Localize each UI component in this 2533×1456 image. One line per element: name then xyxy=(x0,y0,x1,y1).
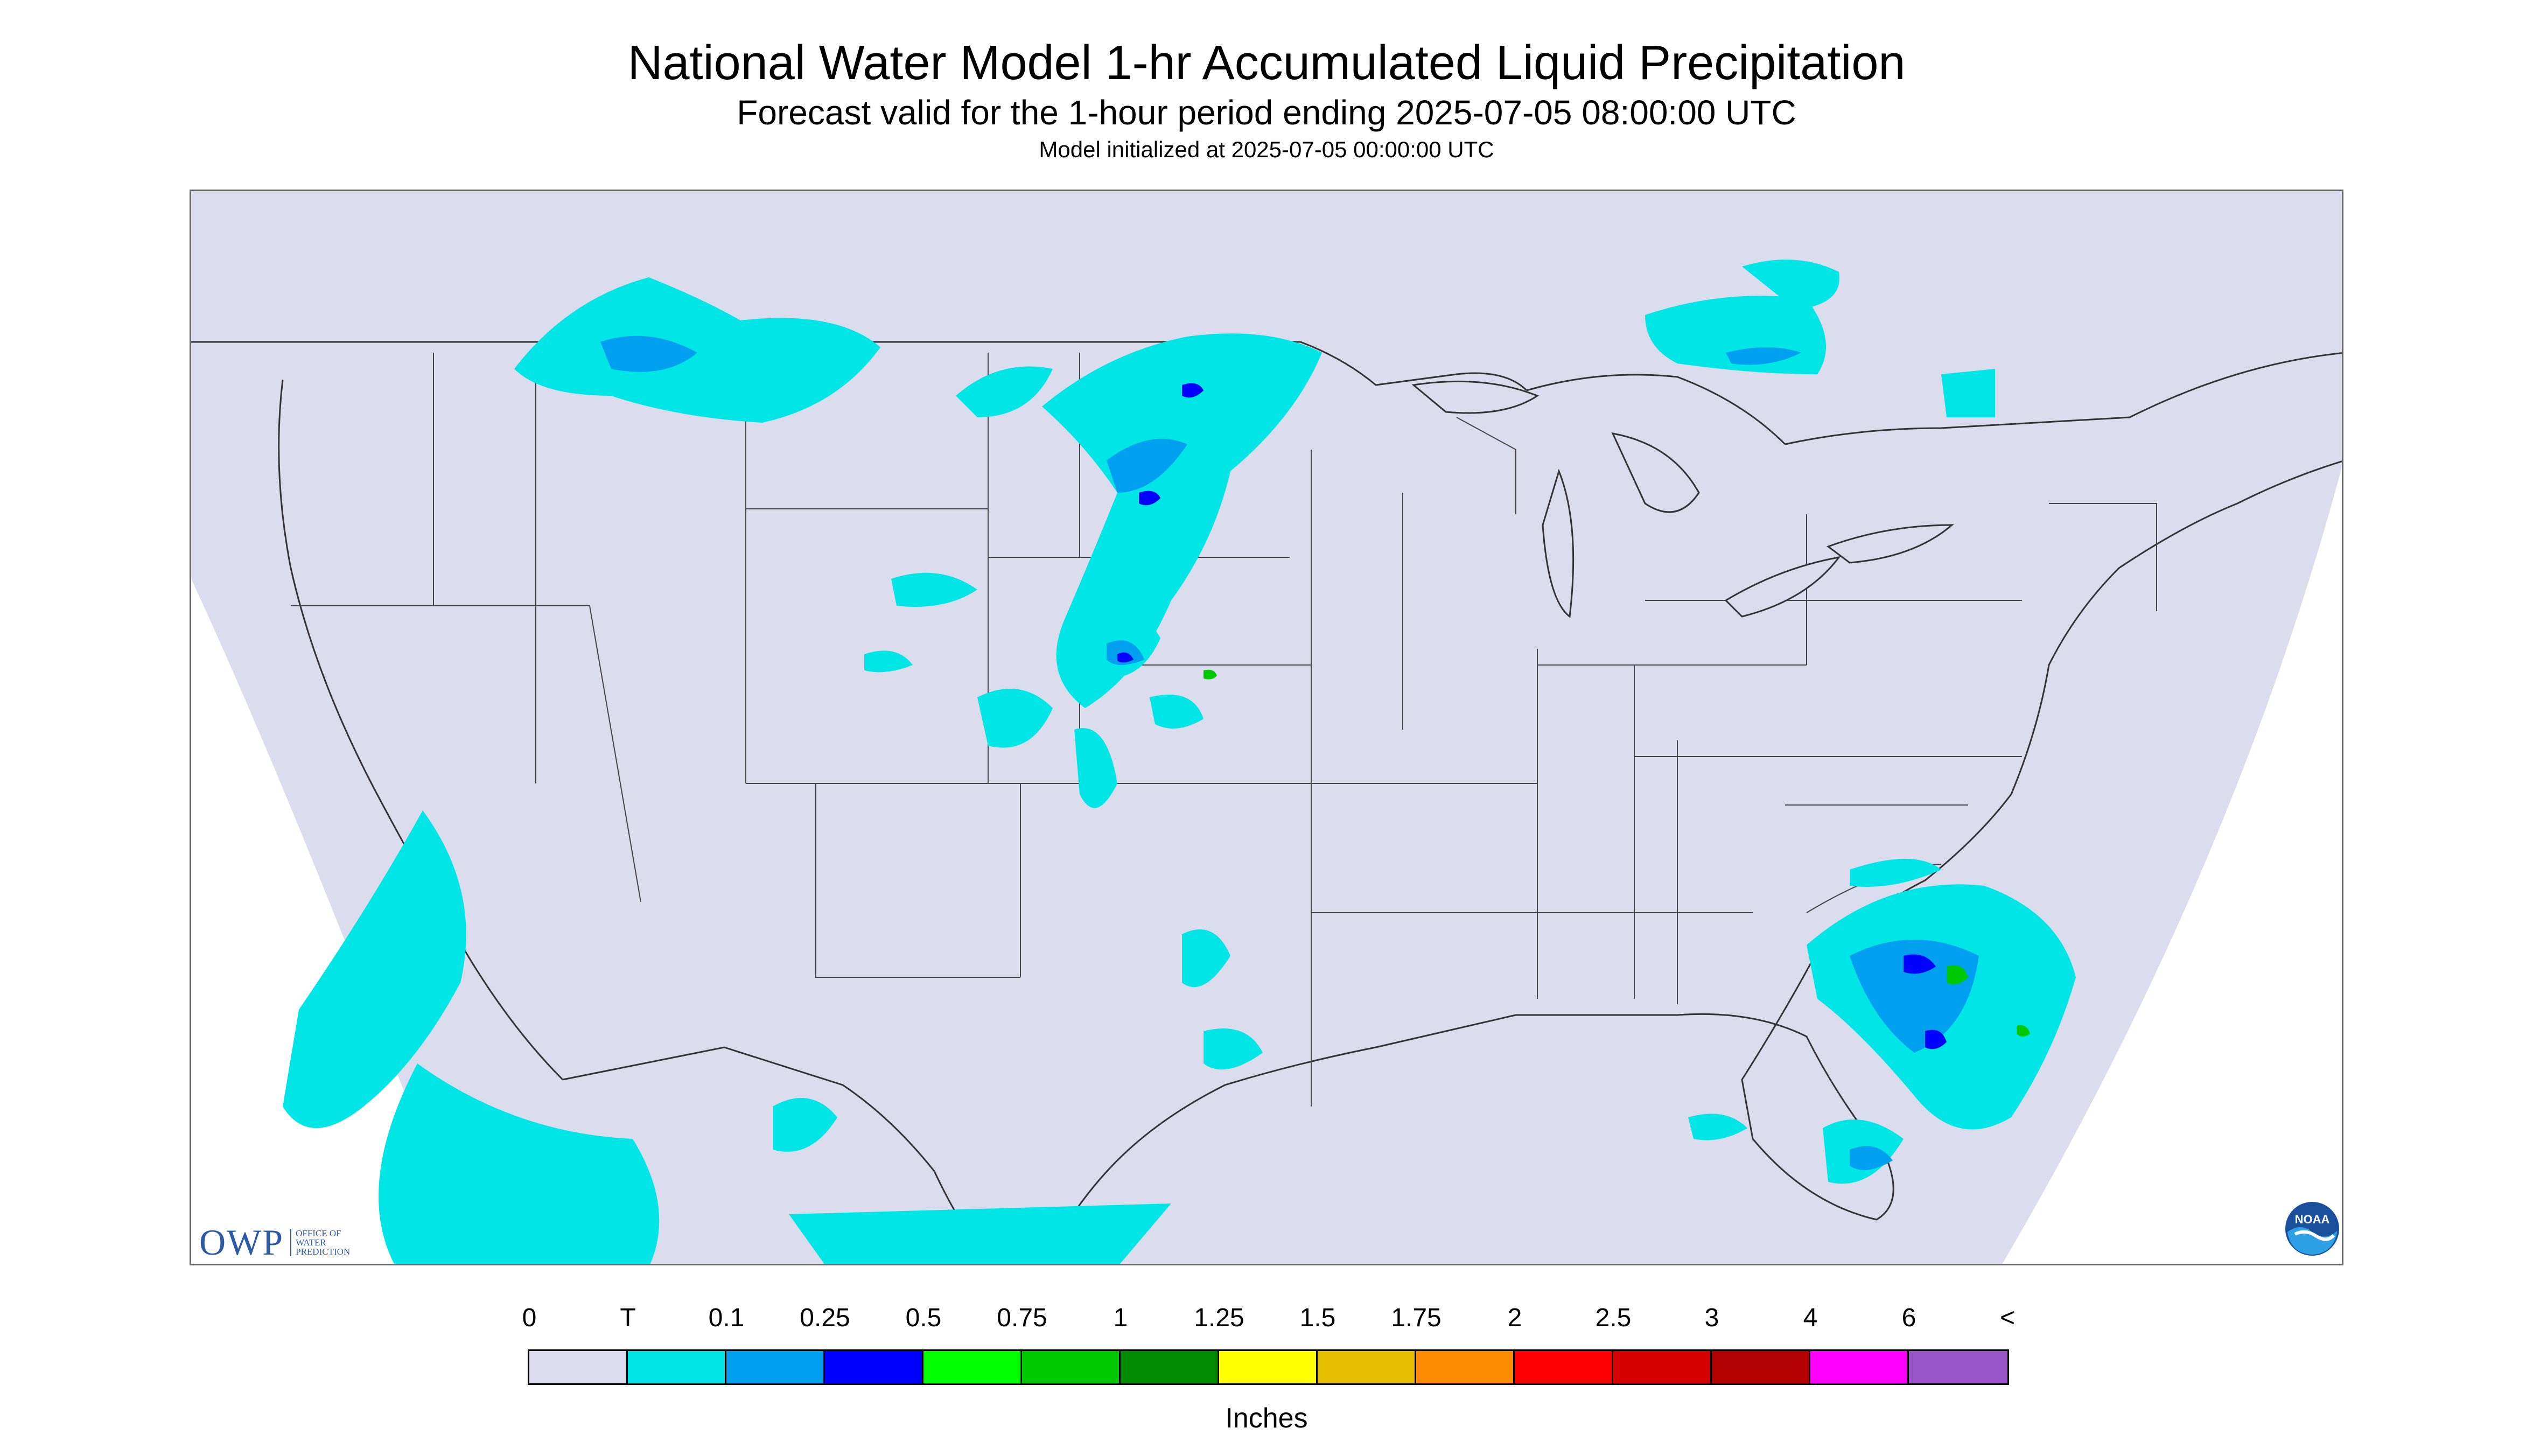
legend-swatch xyxy=(1712,1351,1810,1383)
noaa-logo: NOAA xyxy=(2285,1202,2339,1256)
legend-label: T xyxy=(620,1304,636,1332)
legend-label: 4 xyxy=(1803,1304,1818,1332)
model-init-line: Model initialized at 2025-07-05 00:00:00… xyxy=(1039,137,1494,162)
legend-label: 6 xyxy=(1901,1304,1916,1332)
legend-swatch xyxy=(1219,1351,1318,1383)
legend-swatch xyxy=(628,1351,726,1383)
precipitation-map[interactable] xyxy=(190,190,2343,1265)
legend-labels: 0 T 0.1 0.25 0.5 0.75 1 1.25 1.5 1.75 2 2.5 3 4 6 < xyxy=(522,1303,2015,1341)
legend-label: 1.5 xyxy=(1299,1304,1336,1332)
owp-logo-subtext: OFFICE OF WATER PREDICTION xyxy=(290,1229,371,1256)
legend-swatch xyxy=(1022,1351,1121,1383)
legend-label: < xyxy=(1999,1304,2016,1332)
coastlines xyxy=(191,341,2342,1264)
noaa-logo-text: NOAA xyxy=(2295,1213,2330,1226)
precipitation-very-heavy xyxy=(1203,669,2030,1037)
legend-label: 0.25 xyxy=(800,1304,850,1332)
legend-label: 1.75 xyxy=(1391,1304,1442,1332)
legend-swatch xyxy=(923,1351,1022,1383)
owp-logo: OWP OFFICE OF WATER PREDICTION xyxy=(199,1221,371,1264)
legend-label: 1.25 xyxy=(1194,1304,1244,1332)
legend-label: 0.75 xyxy=(997,1304,1047,1332)
precipitation-heavy xyxy=(1117,383,1947,1049)
legend-label: 2.5 xyxy=(1595,1304,1632,1332)
legend-label: 0.1 xyxy=(708,1304,745,1332)
legend-bar xyxy=(528,1349,2009,1385)
legend-label: 1 xyxy=(1113,1304,1128,1332)
legend-label: 0.5 xyxy=(905,1304,942,1332)
legend-label: 3 xyxy=(1704,1304,1719,1332)
map-title: National Water Model 1-hr Accumulated Li… xyxy=(627,36,1906,90)
legend-units-label: Inches xyxy=(1225,1403,1308,1434)
legend-swatch xyxy=(1121,1351,1219,1383)
map-canvas xyxy=(191,191,2342,1264)
legend-swatch xyxy=(1318,1351,1416,1383)
great-lakes xyxy=(1411,380,1955,618)
owp-logo-text: OWP xyxy=(199,1222,284,1263)
legend-swatch xyxy=(1515,1351,1613,1383)
map-subtitle: Forecast valid for the 1-hour period end… xyxy=(737,93,1796,132)
legend-label: 2 xyxy=(1507,1304,1522,1332)
legend-swatch xyxy=(1909,1351,2007,1383)
legend-swatch xyxy=(726,1351,825,1383)
legend-swatch xyxy=(529,1351,628,1383)
legend-swatch xyxy=(825,1351,923,1383)
legend-swatch xyxy=(1810,1351,1909,1383)
model-domain xyxy=(191,191,2342,1264)
legend-swatch xyxy=(1416,1351,1515,1383)
legend-label: 0 xyxy=(522,1304,537,1332)
legend-swatch xyxy=(1613,1351,1712,1383)
